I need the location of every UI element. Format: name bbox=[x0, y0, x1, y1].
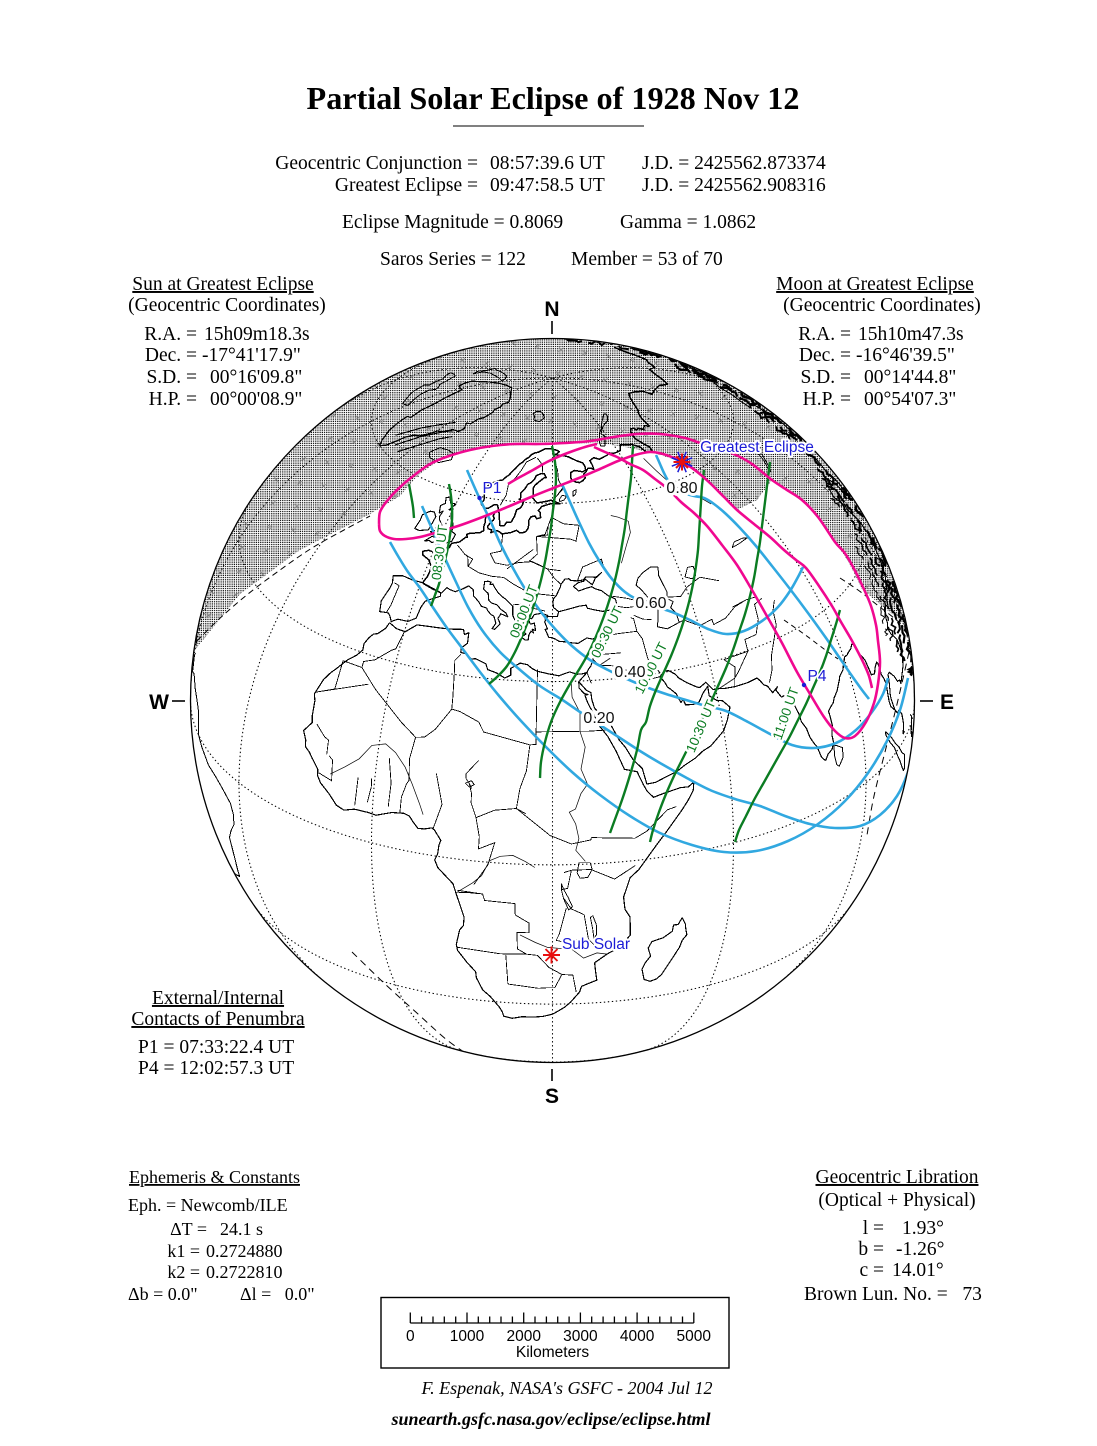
svg-text:-1.26°: -1.26° bbox=[896, 1239, 944, 1260]
svg-text:00°00'08.9": 00°00'08.9" bbox=[210, 389, 302, 410]
svg-text:5000: 5000 bbox=[677, 1328, 712, 1345]
svg-text:k2 =: k2 = bbox=[167, 1262, 200, 1282]
svg-text:1000: 1000 bbox=[450, 1328, 485, 1345]
svg-text:Geocentric Conjunction =: Geocentric Conjunction = bbox=[275, 153, 478, 174]
svg-text:1.93°: 1.93° bbox=[902, 1218, 944, 1239]
svg-text:24.1 s: 24.1 s bbox=[220, 1219, 263, 1239]
svg-text:00°54'07.3": 00°54'07.3" bbox=[864, 389, 956, 410]
svg-text:(Optical + Physical): (Optical + Physical) bbox=[818, 1190, 975, 1211]
svg-text:(Geocentric Coordinates): (Geocentric Coordinates) bbox=[128, 295, 326, 316]
svg-text:P1: P1 bbox=[483, 480, 502, 497]
svg-text:H.P. =: H.P. = bbox=[149, 389, 197, 410]
svg-text:0.40: 0.40 bbox=[614, 664, 645, 681]
svg-text:N: N bbox=[544, 298, 559, 321]
svg-text:4000: 4000 bbox=[620, 1328, 655, 1345]
svg-text:Dec. =: Dec. = bbox=[799, 345, 851, 366]
svg-text:Contacts of Penumbra: Contacts of Penumbra bbox=[131, 1009, 305, 1030]
svg-text:S.D. =: S.D. = bbox=[146, 367, 197, 388]
svg-text:0.20: 0.20 bbox=[583, 710, 614, 727]
svg-text:Member = 53 of 70: Member = 53 of 70 bbox=[571, 249, 723, 270]
svg-text:k1 =: k1 = bbox=[167, 1241, 200, 1261]
svg-text:0.80: 0.80 bbox=[666, 480, 697, 497]
svg-text:Saros Series = 122: Saros Series = 122 bbox=[380, 249, 526, 270]
svg-text:P4: P4 bbox=[808, 668, 827, 685]
svg-text:S: S bbox=[545, 1085, 559, 1108]
svg-text:-17°41'17.9": -17°41'17.9" bbox=[202, 345, 301, 366]
svg-text:15h10m47.3s: 15h10m47.3s bbox=[858, 324, 964, 345]
svg-text:H.P. =: H.P. = bbox=[803, 389, 851, 410]
svg-text:R.A. =: R.A. = bbox=[798, 324, 851, 345]
svg-text:S.D. =: S.D. = bbox=[800, 367, 851, 388]
svg-text:Eclipse Magnitude = 0.8069: Eclipse Magnitude = 0.8069 bbox=[342, 212, 563, 233]
svg-text:15h09m18.3s: 15h09m18.3s bbox=[204, 324, 310, 345]
svg-text:3000: 3000 bbox=[563, 1328, 598, 1345]
svg-text:0: 0 bbox=[406, 1328, 415, 1345]
svg-text:-16°46'39.5": -16°46'39.5" bbox=[856, 345, 955, 366]
svg-text:b =: b = bbox=[858, 1239, 884, 1260]
svg-text:Sub Solar: Sub Solar bbox=[562, 936, 630, 953]
svg-text:0.60: 0.60 bbox=[635, 595, 666, 612]
svg-text:Gamma = 1.0862: Gamma = 1.0862 bbox=[620, 212, 756, 233]
svg-text:Δb = 0.0": Δb = 0.0" bbox=[128, 1284, 198, 1304]
svg-text:J.D. = 2425562.908316: J.D. = 2425562.908316 bbox=[642, 175, 826, 196]
svg-text:00°16'09.8": 00°16'09.8" bbox=[210, 367, 302, 388]
svg-text:P1 = 07:33:22.4 UT: P1 = 07:33:22.4 UT bbox=[138, 1037, 294, 1058]
svg-text:Eph. = Newcomb/ILE: Eph. = Newcomb/ILE bbox=[128, 1195, 288, 1215]
svg-text:P4 = 12:02:57.3 UT: P4 = 12:02:57.3 UT bbox=[138, 1058, 294, 1079]
svg-text:Greatest Eclipse: Greatest Eclipse bbox=[700, 439, 814, 456]
svg-text:(Geocentric Coordinates): (Geocentric Coordinates) bbox=[783, 295, 981, 316]
svg-text:ΔT =: ΔT = bbox=[170, 1219, 207, 1239]
svg-text:14.01°: 14.01° bbox=[892, 1260, 944, 1281]
svg-text:Δl = 0.0": Δl = 0.0" bbox=[240, 1284, 315, 1304]
svg-text:Partial Solar Eclipse of 1928: Partial Solar Eclipse of 1928 Nov 12 bbox=[307, 80, 800, 116]
svg-text:Dec. =: Dec. = bbox=[145, 345, 197, 366]
svg-text:Kilometers: Kilometers bbox=[516, 1344, 589, 1361]
svg-text:Geocentric Libration: Geocentric Libration bbox=[816, 1167, 979, 1188]
svg-text:2000: 2000 bbox=[506, 1328, 541, 1345]
svg-text:J.D. = 2425562.873374: J.D. = 2425562.873374 bbox=[642, 153, 826, 174]
svg-text:F. Espenak, NASA's GSFC - 200: F. Espenak, NASA's GSFC - 2004 Jul 12 bbox=[421, 1378, 713, 1398]
svg-text:Ephemeris & Constants: Ephemeris & Constants bbox=[129, 1167, 300, 1187]
svg-text:Moon at Greatest Eclipse: Moon at Greatest Eclipse bbox=[776, 274, 974, 295]
svg-text:W: W bbox=[149, 691, 169, 714]
svg-text:Brown Lun. No. = 73: Brown Lun. No. = 73 bbox=[804, 1284, 982, 1305]
svg-text:09:47:58.5 UT: 09:47:58.5 UT bbox=[490, 175, 605, 196]
svg-text:0.2722810: 0.2722810 bbox=[206, 1262, 283, 1282]
svg-text:External/Internal: External/Internal bbox=[152, 988, 285, 1009]
svg-text:c =: c = bbox=[859, 1260, 884, 1281]
svg-text:0.2724880: 0.2724880 bbox=[206, 1241, 283, 1261]
svg-text:E: E bbox=[940, 691, 954, 714]
svg-text:Greatest Eclipse =: Greatest Eclipse = bbox=[335, 175, 478, 196]
svg-text:00°14'44.8": 00°14'44.8" bbox=[864, 367, 956, 388]
svg-text:Sun at Greatest Eclipse: Sun at Greatest Eclipse bbox=[132, 274, 313, 295]
svg-text:sunearth.gsfc.nasa.gov/eclipse: sunearth.gsfc.nasa.gov/eclipse/eclipse.h… bbox=[391, 1409, 711, 1429]
svg-text:R.A. =: R.A. = bbox=[144, 324, 197, 345]
svg-text:l =: l = bbox=[863, 1218, 884, 1239]
svg-text:08:57:39.6 UT: 08:57:39.6 UT bbox=[490, 153, 605, 174]
